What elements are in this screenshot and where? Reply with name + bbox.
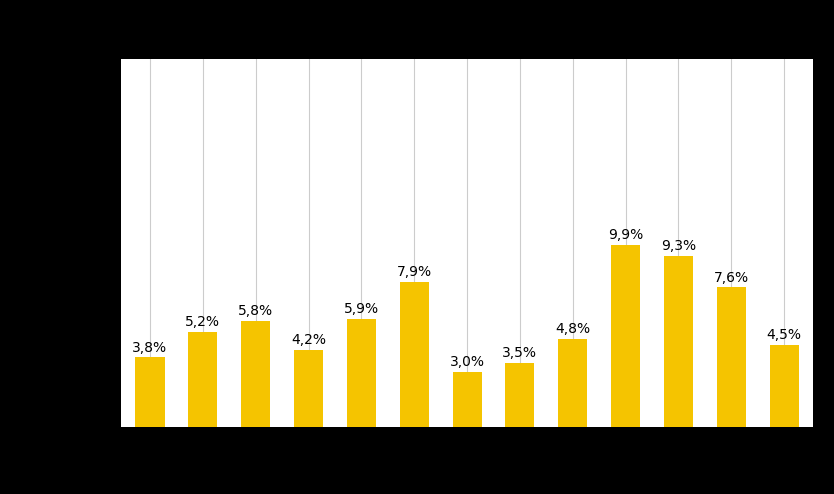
Bar [135, 357, 164, 427]
Text: 7,9%: 7,9% [397, 265, 432, 279]
Bar [399, 282, 429, 427]
Text: 4,8%: 4,8% [555, 322, 590, 336]
Text: 4,5%: 4,5% [766, 328, 801, 342]
Bar [241, 321, 270, 427]
Bar [294, 350, 323, 427]
Text: 3,0%: 3,0% [450, 355, 485, 370]
Text: 9,9%: 9,9% [608, 228, 643, 243]
Bar [188, 331, 218, 427]
Text: 5,2%: 5,2% [185, 315, 220, 329]
Bar [664, 256, 693, 427]
Bar [770, 344, 799, 427]
Text: 3,8%: 3,8% [133, 341, 168, 355]
Text: 4,2%: 4,2% [291, 333, 326, 347]
Text: 9,3%: 9,3% [661, 240, 696, 253]
Text: 5,8%: 5,8% [239, 304, 274, 318]
Bar [453, 372, 481, 427]
Bar [558, 339, 587, 427]
Bar [716, 288, 746, 427]
Text: 3,5%: 3,5% [502, 346, 537, 360]
Text: 5,9%: 5,9% [344, 302, 379, 316]
Bar [505, 363, 535, 427]
Text: 7,6%: 7,6% [714, 271, 749, 285]
Bar [347, 319, 376, 427]
Bar [611, 245, 640, 427]
